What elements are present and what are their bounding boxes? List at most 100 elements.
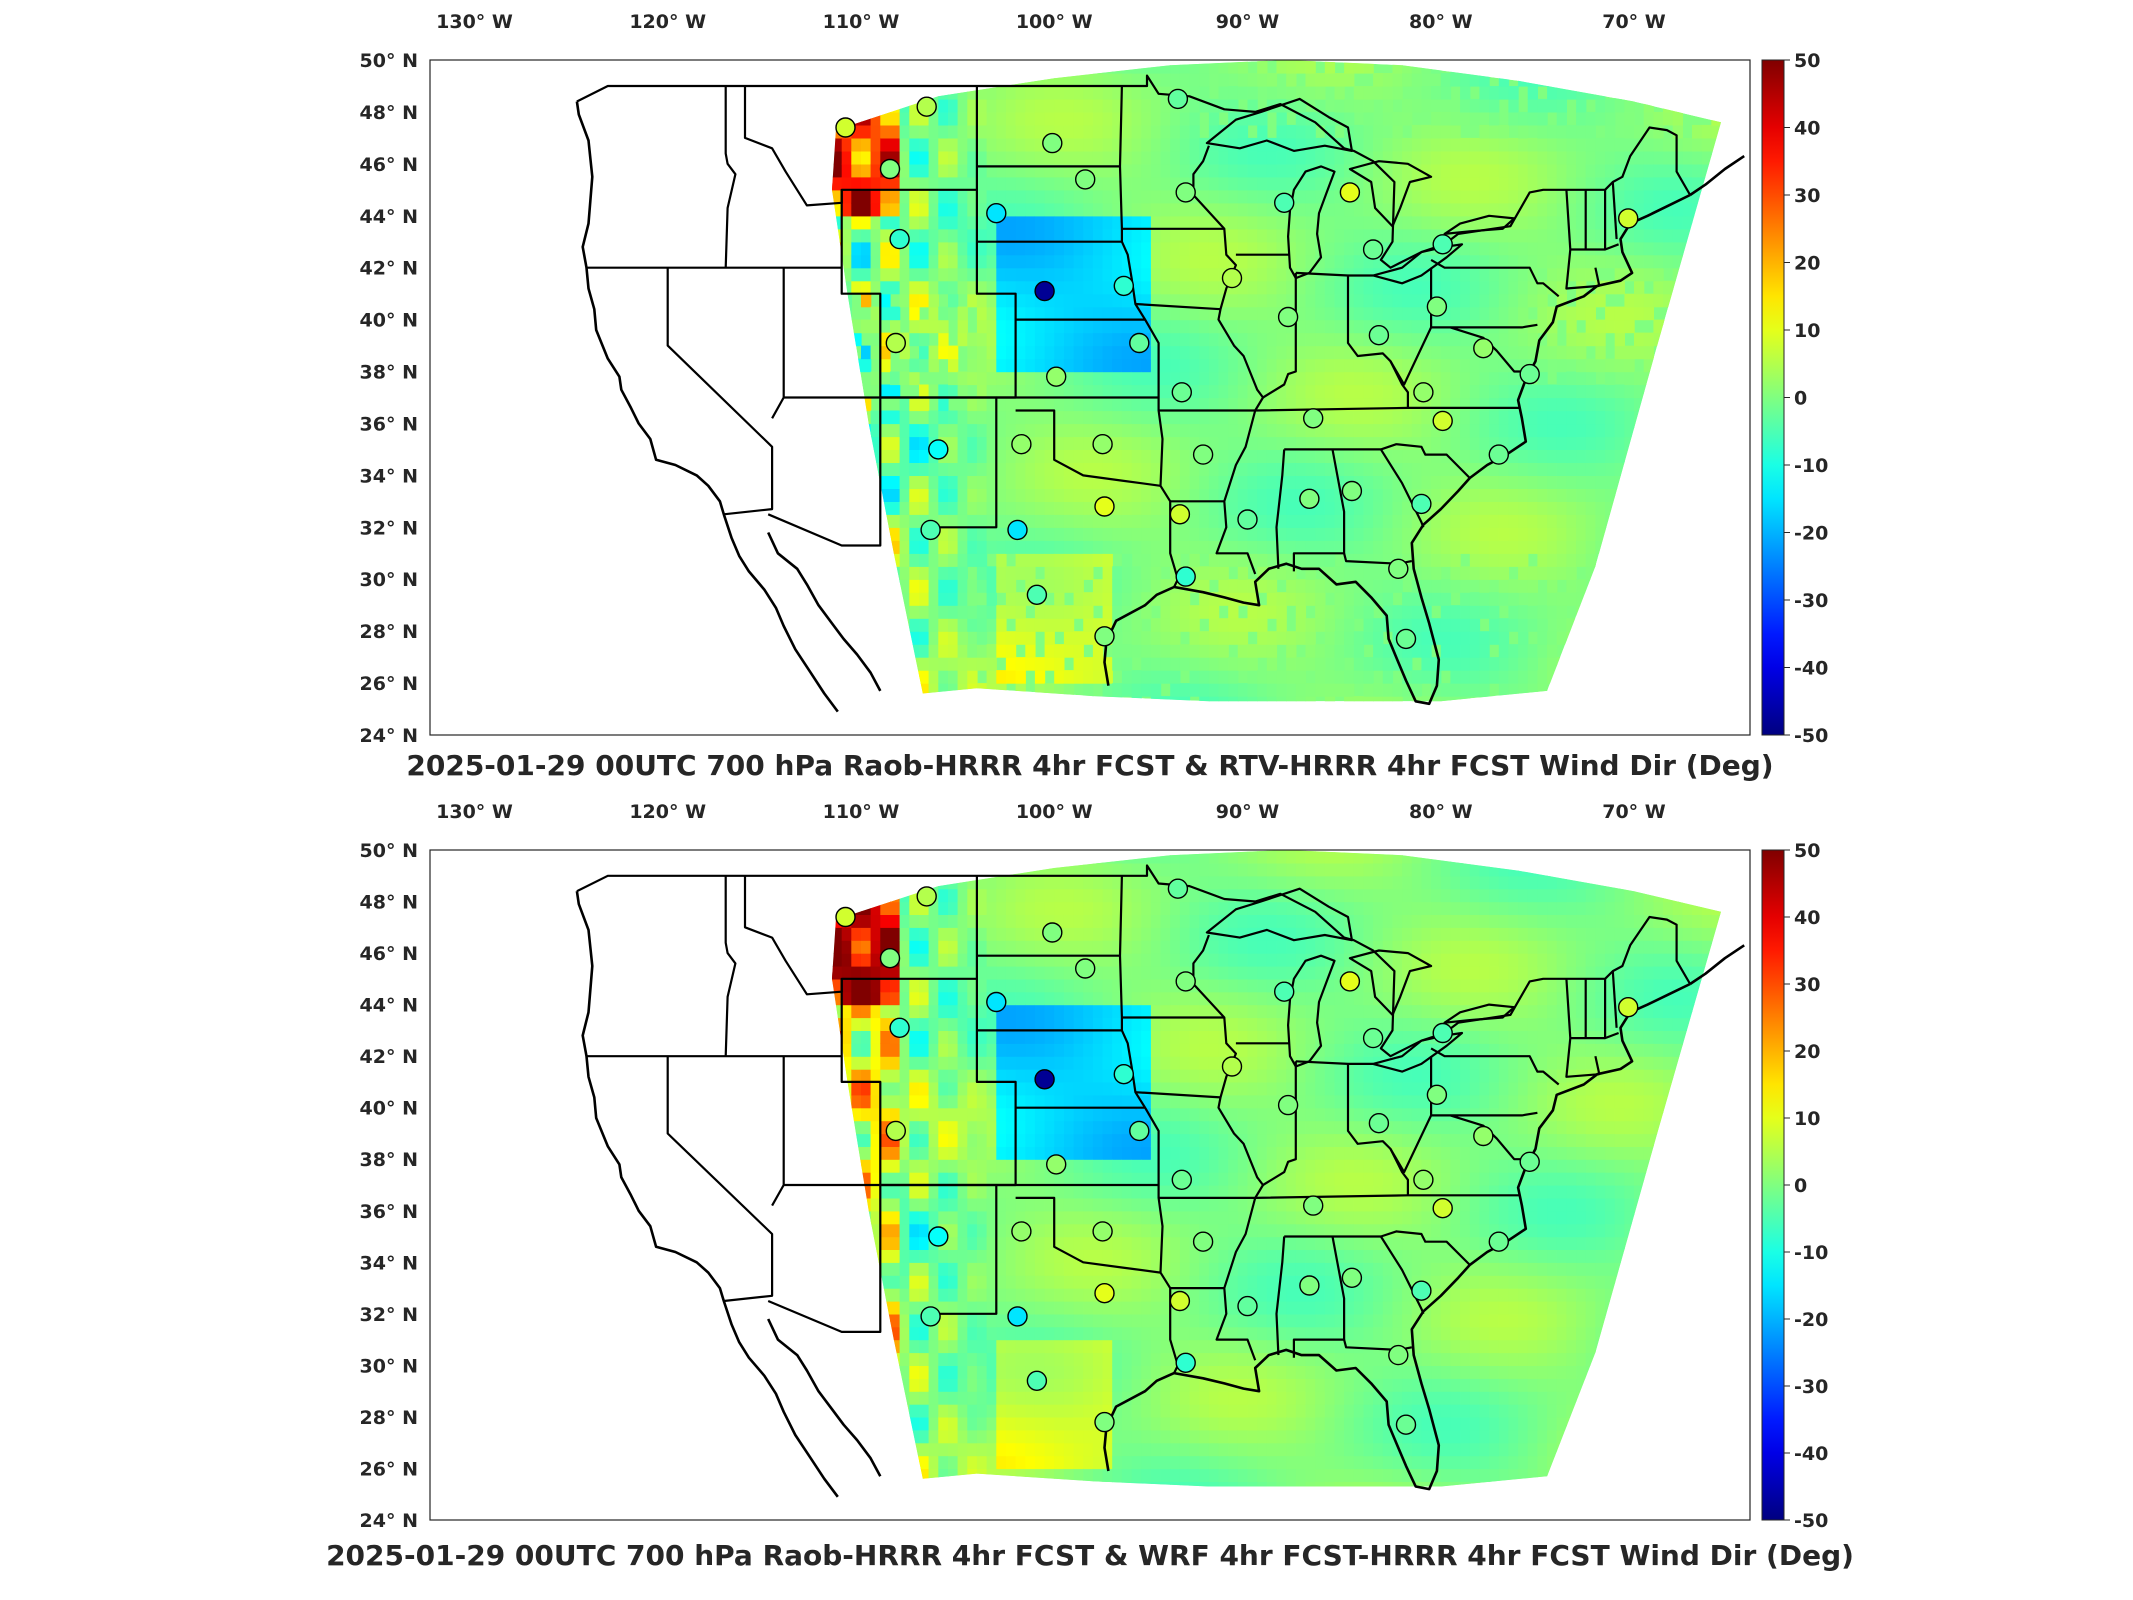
field-cell: [1547, 527, 1558, 541]
field-cell: [1015, 475, 1026, 489]
field-cell: [1044, 397, 1055, 412]
field-cell: [1189, 60, 1200, 61]
field-cell: [1286, 254, 1297, 269]
field-cell: [976, 631, 988, 645]
field-cell: [1479, 579, 1490, 593]
field-cell: [1044, 683, 1055, 697]
field-cell: [1005, 579, 1017, 593]
field-cell: [861, 293, 872, 308]
field-cell: [1595, 202, 1606, 217]
field-cell: [1054, 579, 1065, 593]
field-cell: [986, 124, 997, 139]
field-cell: [1237, 137, 1249, 152]
field-cell: [919, 462, 930, 476]
field-cell: [1605, 384, 1616, 399]
field-cell: [1005, 371, 1017, 386]
field-cell: [1402, 319, 1413, 334]
field-cell: [1131, 150, 1142, 165]
field-cell: [986, 579, 997, 593]
field-cell: [1431, 514, 1442, 528]
field-cell: [1237, 163, 1249, 178]
field-cell: [1566, 618, 1577, 632]
field-cell: [1199, 436, 1210, 450]
field-cell: [948, 592, 959, 606]
field-cell: [928, 423, 939, 438]
field-cell: [1073, 124, 1084, 139]
field-cell: [957, 605, 968, 619]
field-cell: [1402, 228, 1413, 243]
field-cell: [861, 228, 872, 243]
field-cell: [1237, 527, 1249, 541]
field-cell: [1431, 163, 1442, 178]
field-cell: [870, 850, 881, 851]
field-cell: [1044, 449, 1055, 463]
field-cell: [1160, 579, 1171, 593]
field-cell: [1005, 163, 1017, 178]
field-cell: [1353, 306, 1365, 321]
field-cell: [841, 1043, 852, 1057]
field-cell: [1576, 111, 1587, 126]
field-cell: [1518, 60, 1529, 61]
field-cell: [976, 60, 988, 61]
field-cell: [996, 501, 1007, 515]
field-cell: [1005, 137, 1017, 152]
field-cell: [1556, 410, 1567, 425]
field-cell: [1556, 60, 1567, 61]
field-cell: [1228, 384, 1239, 399]
field-cell: [1102, 410, 1113, 425]
field-cell: [1566, 202, 1577, 217]
field-cell: [1402, 60, 1413, 74]
field-cell: [1440, 397, 1452, 412]
field-cell: [1034, 150, 1046, 165]
field-cell: [1266, 254, 1278, 269]
field-cell: [1498, 397, 1510, 412]
station-marker-6: [1074, 169, 1096, 190]
field-cell: [1450, 137, 1461, 152]
field-cell: [957, 306, 968, 321]
field-cell: [870, 60, 881, 61]
field-cell: [1121, 332, 1133, 347]
field-cell: [1305, 228, 1316, 243]
field-cell: [1170, 215, 1181, 230]
field-cell: [1102, 618, 1113, 632]
field-cell: [1450, 332, 1461, 347]
field-cell: [1460, 280, 1471, 295]
field-cell: [1518, 683, 1529, 697]
field-cell: [1411, 306, 1423, 321]
field-cell: [1170, 397, 1181, 412]
field-cell: [1295, 254, 1307, 269]
field-cell: [1614, 410, 1625, 425]
field-cell: [1653, 241, 1664, 256]
field-cell: [967, 514, 978, 528]
station-marker-33: [1488, 444, 1510, 465]
field-cell: [1218, 332, 1229, 347]
field-cell: [1092, 475, 1104, 489]
field-cell: [1614, 306, 1625, 321]
field-cell: [1653, 124, 1664, 139]
field-cell: [976, 280, 988, 295]
station-marker-31: [1413, 382, 1434, 403]
field-cell: [1170, 423, 1181, 438]
field-cell: [1595, 137, 1606, 152]
field-cell: [957, 124, 968, 139]
field-cell: [1276, 150, 1287, 165]
field-cell: [996, 371, 1007, 386]
field-cell: [1595, 514, 1606, 528]
field-cell: [1112, 436, 1123, 450]
field-cell: [1208, 683, 1220, 697]
field-cell: [1334, 319, 1345, 334]
field-cell: [1498, 592, 1510, 606]
field-cell: [1682, 163, 1693, 178]
field-cell: [948, 176, 959, 191]
field-cell: [976, 150, 988, 165]
lat-tick-label: 38° N: [360, 362, 418, 384]
field-cell: [1643, 358, 1654, 373]
field-cell: [976, 449, 988, 463]
field-cell: [1508, 527, 1519, 541]
field-cell: [1334, 280, 1345, 295]
field-cell: [1179, 683, 1191, 697]
field-cell: [899, 111, 910, 126]
field-cell: [1518, 332, 1529, 347]
field-cell: [1025, 189, 1036, 204]
field-cell: [1179, 358, 1191, 373]
